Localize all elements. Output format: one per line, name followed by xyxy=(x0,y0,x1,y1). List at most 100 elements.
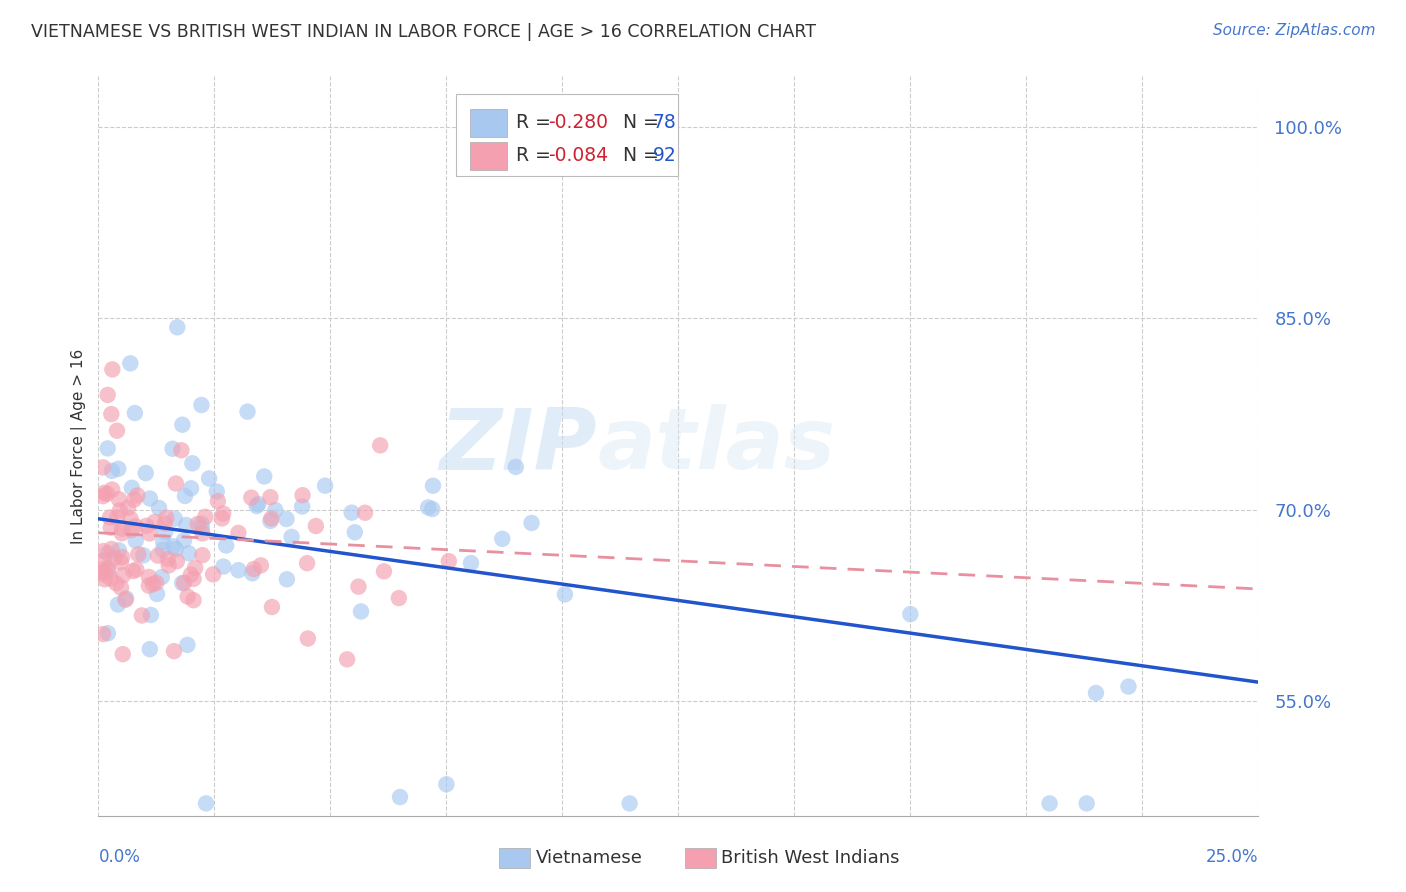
Point xyxy=(93,553,115,567)
Point xyxy=(138,570,160,584)
Point xyxy=(105,424,128,438)
Point xyxy=(97,388,120,402)
Point xyxy=(187,516,209,531)
Bar xyxy=(470,109,506,137)
Point xyxy=(295,556,318,570)
Bar xyxy=(456,95,679,176)
Point xyxy=(111,526,134,541)
Point xyxy=(181,456,204,470)
Point xyxy=(554,587,576,601)
Point xyxy=(194,509,217,524)
Point xyxy=(93,572,115,586)
Point xyxy=(112,568,135,582)
Point xyxy=(108,492,131,507)
Point xyxy=(105,510,128,524)
Point xyxy=(97,546,120,560)
Point xyxy=(190,398,212,412)
Point xyxy=(212,507,235,521)
Point xyxy=(132,549,155,563)
Point xyxy=(176,638,198,652)
Point xyxy=(138,579,160,593)
Point xyxy=(120,523,142,537)
Point xyxy=(350,604,373,618)
Point xyxy=(207,494,229,508)
Text: N =: N = xyxy=(612,145,665,164)
Point xyxy=(259,490,281,504)
Point xyxy=(340,506,363,520)
Point xyxy=(97,626,120,640)
Point xyxy=(520,516,543,530)
Point xyxy=(305,519,328,533)
Point xyxy=(259,514,281,528)
Point xyxy=(108,503,131,517)
Point xyxy=(127,488,149,502)
Point xyxy=(280,530,302,544)
Point xyxy=(163,644,186,658)
Point xyxy=(142,577,165,591)
Point xyxy=(191,521,214,535)
Point xyxy=(314,478,336,492)
Point xyxy=(343,525,366,540)
Point xyxy=(114,592,136,607)
Point xyxy=(98,510,121,524)
Point xyxy=(420,502,443,516)
Point xyxy=(183,593,205,607)
Point xyxy=(291,500,314,514)
Point xyxy=(180,481,202,495)
Point xyxy=(146,549,169,563)
Point xyxy=(211,511,233,525)
Point xyxy=(100,571,122,585)
Point xyxy=(139,607,162,622)
Point xyxy=(276,512,298,526)
Point xyxy=(215,539,238,553)
Point xyxy=(228,563,250,577)
Point xyxy=(247,497,270,511)
Point xyxy=(166,554,188,568)
Point xyxy=(122,492,145,507)
Point xyxy=(253,469,276,483)
Point xyxy=(111,522,134,536)
Point xyxy=(174,518,197,533)
Point xyxy=(260,599,283,614)
Point xyxy=(184,561,207,575)
Point xyxy=(101,464,124,478)
Point xyxy=(176,590,198,604)
Point xyxy=(148,500,170,515)
Point xyxy=(97,562,120,576)
Point xyxy=(138,526,160,541)
Point xyxy=(191,526,214,541)
Point xyxy=(115,591,138,606)
Text: 78: 78 xyxy=(652,113,676,132)
Point xyxy=(111,550,134,565)
Point xyxy=(110,555,132,569)
Point xyxy=(240,491,263,505)
Point xyxy=(505,459,527,474)
Point xyxy=(91,627,114,641)
Point xyxy=(153,516,176,531)
Text: 25.0%: 25.0% xyxy=(1206,848,1258,866)
Point xyxy=(120,512,142,526)
Point xyxy=(297,632,319,646)
Point xyxy=(96,486,118,500)
Point xyxy=(264,503,287,517)
Point xyxy=(152,542,174,557)
Point xyxy=(131,608,153,623)
Point xyxy=(101,362,124,376)
Point xyxy=(93,544,115,558)
Point xyxy=(135,518,157,533)
Point xyxy=(103,551,125,566)
Text: atlas: atlas xyxy=(598,404,835,488)
Point xyxy=(336,652,359,666)
Point xyxy=(347,580,370,594)
Point xyxy=(139,491,162,506)
Point xyxy=(162,442,184,456)
Point xyxy=(173,575,195,590)
Point xyxy=(146,587,169,601)
Point xyxy=(236,404,259,418)
Point xyxy=(174,489,197,503)
Point xyxy=(436,777,458,791)
Text: 92: 92 xyxy=(652,145,676,164)
Point xyxy=(900,607,922,622)
Point xyxy=(246,499,269,513)
Point xyxy=(124,519,146,533)
